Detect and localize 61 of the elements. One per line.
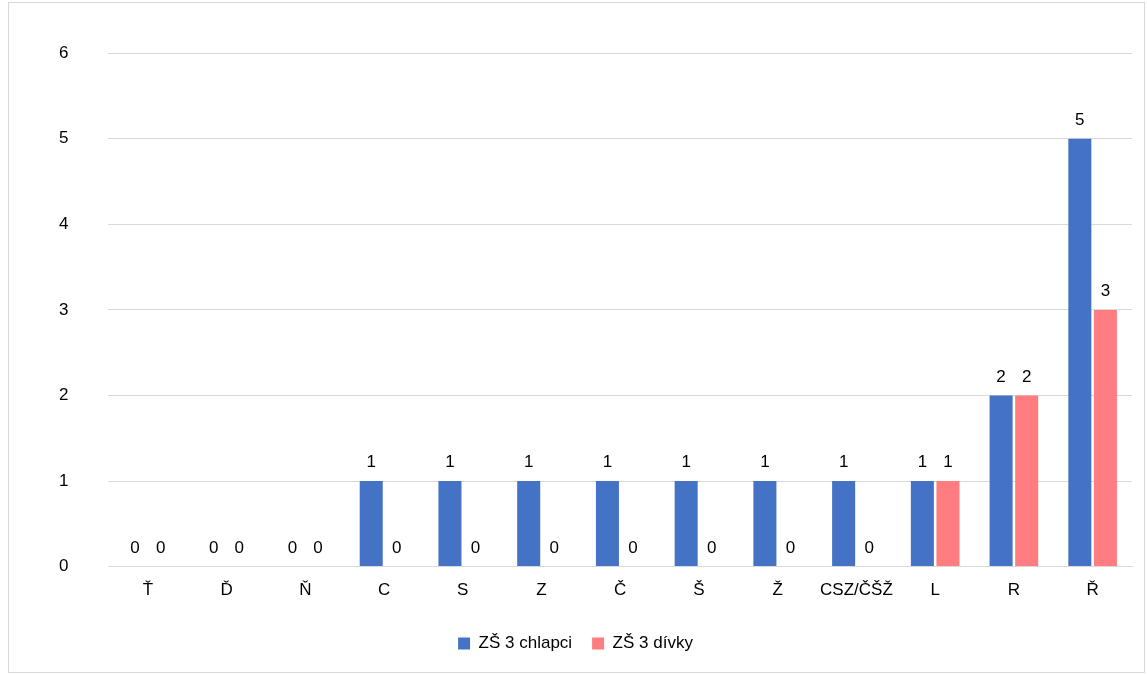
- data-label: 1: [838, 452, 849, 472]
- y-tick-label: 0: [58, 556, 69, 576]
- data-label: 2: [1021, 366, 1032, 386]
- bar: [438, 481, 462, 567]
- bar: [595, 481, 619, 567]
- bar: [989, 395, 1013, 567]
- data-label: 0: [209, 537, 219, 557]
- data-label: 0: [130, 537, 140, 557]
- data-label: 1: [917, 452, 928, 472]
- bar: [1015, 395, 1039, 567]
- data-label: 5: [1075, 109, 1085, 129]
- data-label: 0: [470, 537, 481, 557]
- x-tick-label: Ď: [220, 580, 233, 600]
- bar: [517, 481, 541, 567]
- data-label: 3: [1100, 281, 1111, 301]
- data-label: 0: [707, 537, 717, 557]
- data-label: 0: [234, 537, 245, 557]
- bar: [359, 481, 383, 567]
- legend-label: ZŠ 3 chlapci: [478, 633, 573, 653]
- data-label: 1: [602, 452, 613, 472]
- bar: [832, 481, 856, 567]
- data-label: 0: [628, 537, 638, 557]
- y-tick-label: 1: [58, 470, 69, 490]
- y-tick-label: 3: [58, 299, 69, 319]
- data-label: 1: [445, 452, 455, 472]
- x-tick-label: R: [1007, 580, 1021, 600]
- y-tick-label: 6: [58, 42, 69, 62]
- bar: [1068, 138, 1092, 567]
- x-tick-label: Š: [693, 580, 705, 600]
- data-label: 0: [392, 537, 402, 557]
- x-tick-label: CSZ/ČŠŽ: [820, 580, 893, 600]
- y-tick-label: 5: [58, 128, 69, 148]
- x-tick-label: L: [930, 580, 940, 600]
- bar: [936, 481, 960, 567]
- data-label: 0: [549, 537, 560, 557]
- x-tick-label: Č: [614, 580, 627, 600]
- legend-label: ZŠ 3 dívky: [612, 633, 694, 653]
- x-tick-label: Ř: [1086, 580, 1099, 600]
- data-label: 0: [155, 537, 166, 557]
- data-label: 1: [760, 452, 770, 472]
- x-tick-label: C: [377, 580, 391, 600]
- data-label: 0: [313, 537, 323, 557]
- x-tick-label: Ň: [299, 580, 312, 600]
- y-tick-label: 2: [58, 385, 69, 405]
- x-tick-label: S: [457, 580, 469, 600]
- x-tick-label: Z: [536, 580, 547, 600]
- data-label: 0: [864, 537, 874, 557]
- x-tick-label: Ť: [142, 580, 154, 600]
- data-label: 1: [943, 452, 953, 472]
- bar: [753, 481, 777, 567]
- y-tick-label: 4: [58, 214, 69, 234]
- bar: [910, 481, 934, 567]
- data-label: 2: [996, 366, 1006, 386]
- data-label: 1: [681, 452, 691, 472]
- data-label: 1: [523, 452, 534, 472]
- data-label: 1: [366, 452, 376, 472]
- bar: [1093, 309, 1117, 567]
- data-label: 0: [785, 537, 796, 557]
- bar: [674, 481, 698, 567]
- x-tick-label: Ž: [772, 580, 783, 600]
- data-label: 0: [287, 537, 298, 557]
